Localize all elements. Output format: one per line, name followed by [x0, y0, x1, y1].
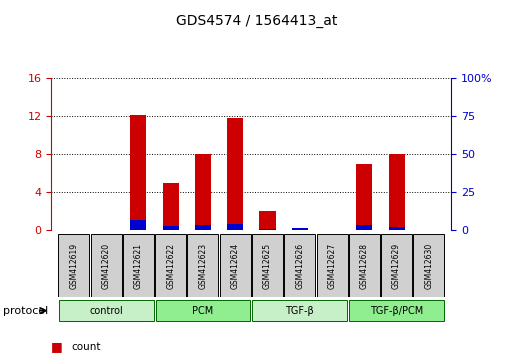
FancyBboxPatch shape — [317, 234, 347, 297]
FancyBboxPatch shape — [220, 234, 251, 297]
FancyBboxPatch shape — [349, 300, 444, 321]
FancyBboxPatch shape — [252, 234, 283, 297]
FancyBboxPatch shape — [91, 234, 122, 297]
Text: GSM412626: GSM412626 — [295, 243, 304, 289]
Text: count: count — [72, 342, 102, 352]
Bar — [260, 211, 275, 230]
Bar — [260, 229, 275, 230]
Text: TGF-β: TGF-β — [285, 306, 314, 316]
Bar — [292, 228, 308, 230]
Text: TGF-β/PCM: TGF-β/PCM — [370, 306, 423, 316]
Text: GSM412620: GSM412620 — [102, 243, 111, 289]
Bar — [195, 225, 211, 230]
Text: GDS4574 / 1564413_at: GDS4574 / 1564413_at — [176, 14, 337, 28]
Text: GSM412622: GSM412622 — [166, 243, 175, 289]
Bar — [227, 224, 243, 230]
Bar — [388, 227, 405, 230]
FancyBboxPatch shape — [155, 234, 186, 297]
Text: GSM412625: GSM412625 — [263, 243, 272, 289]
Bar — [227, 118, 243, 230]
Text: GSM412621: GSM412621 — [134, 243, 143, 289]
Bar — [195, 154, 211, 230]
Bar — [388, 154, 405, 230]
FancyBboxPatch shape — [58, 234, 89, 297]
Text: control: control — [89, 306, 123, 316]
Text: PCM: PCM — [192, 306, 213, 316]
Text: GSM412619: GSM412619 — [69, 243, 78, 289]
Text: GSM412627: GSM412627 — [327, 243, 337, 289]
FancyBboxPatch shape — [349, 234, 380, 297]
Bar — [163, 183, 179, 230]
FancyBboxPatch shape — [58, 300, 153, 321]
Bar — [356, 164, 372, 230]
FancyBboxPatch shape — [413, 234, 444, 297]
Text: GSM412629: GSM412629 — [392, 243, 401, 289]
Bar — [356, 225, 372, 230]
FancyBboxPatch shape — [252, 300, 347, 321]
Text: protocol: protocol — [3, 306, 48, 316]
Text: GSM412623: GSM412623 — [199, 243, 207, 289]
FancyBboxPatch shape — [123, 234, 154, 297]
Bar — [163, 226, 179, 230]
Text: GSM412630: GSM412630 — [424, 243, 433, 290]
Text: GSM412628: GSM412628 — [360, 243, 369, 289]
Text: GSM412624: GSM412624 — [231, 243, 240, 289]
FancyBboxPatch shape — [284, 234, 315, 297]
FancyBboxPatch shape — [155, 300, 250, 321]
Bar — [130, 115, 147, 230]
FancyBboxPatch shape — [187, 234, 219, 297]
Bar — [130, 220, 147, 230]
Text: ■: ■ — [51, 341, 63, 353]
FancyBboxPatch shape — [381, 234, 412, 297]
